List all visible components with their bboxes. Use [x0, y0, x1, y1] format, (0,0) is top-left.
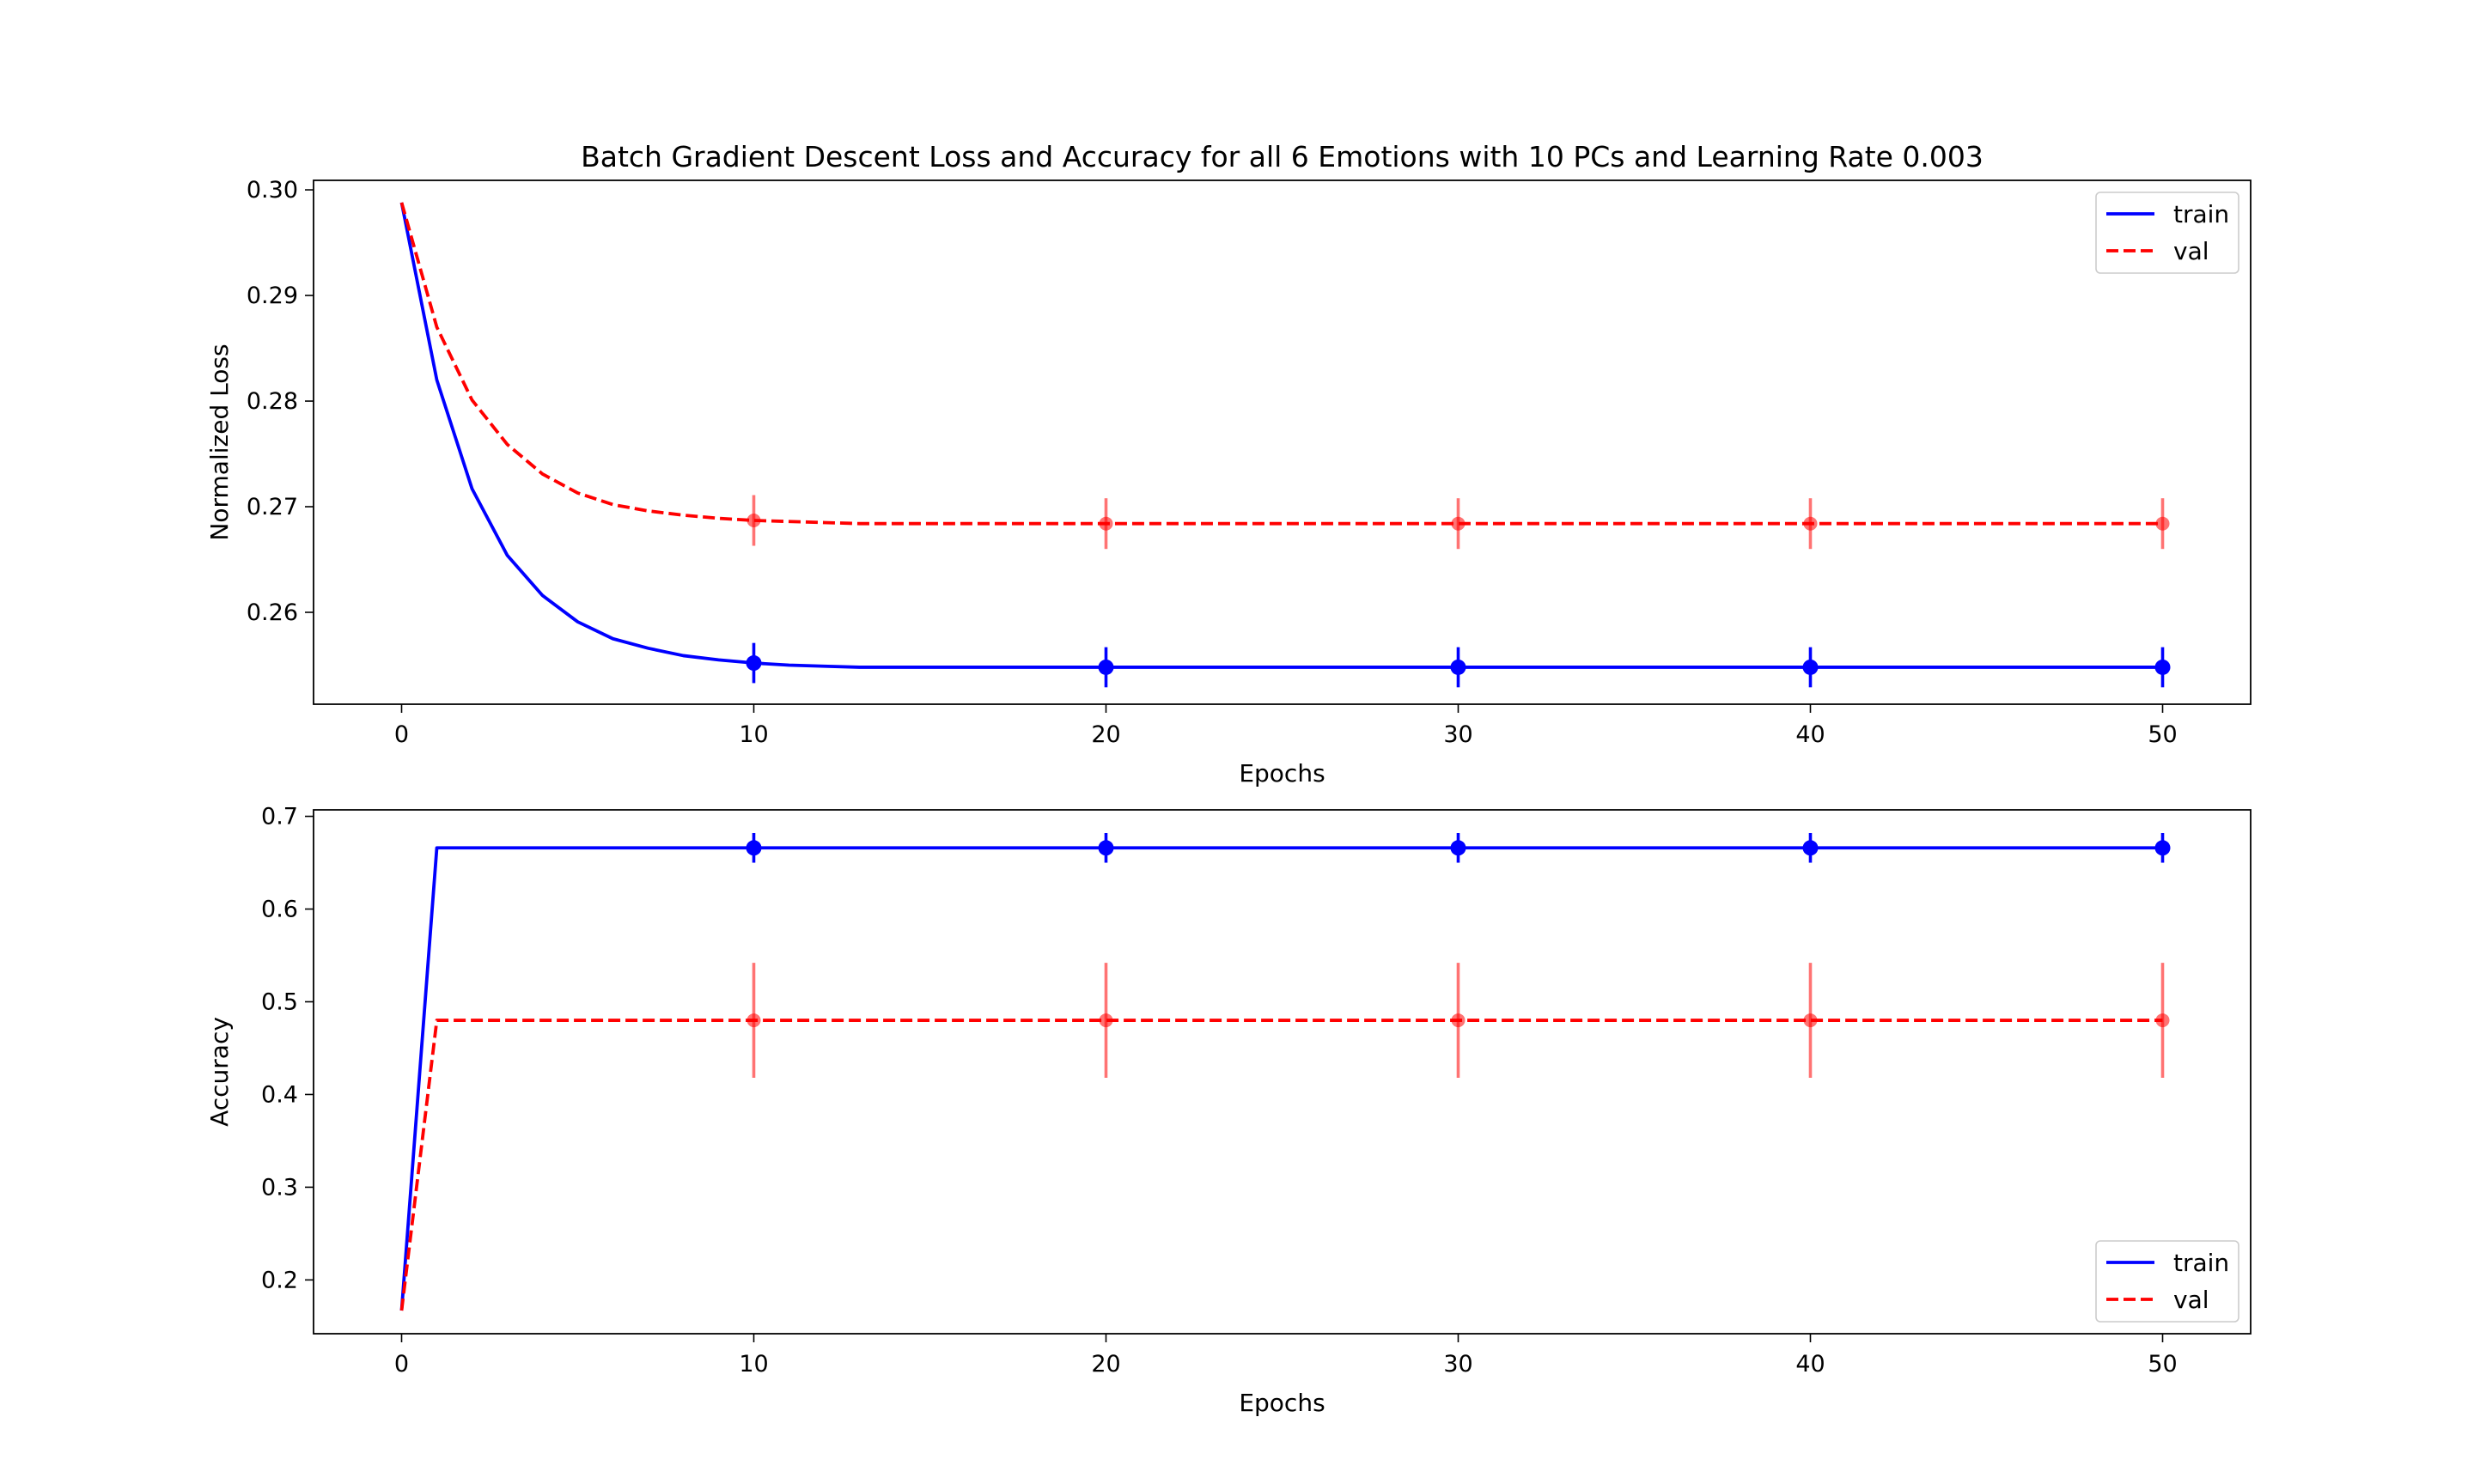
point-marker-val: [746, 514, 761, 528]
x-tick-label: 30: [1443, 721, 1472, 748]
x-tick-label: 0: [394, 721, 409, 748]
y-tick-label: 0.6: [261, 897, 298, 923]
legend: train val: [2095, 1240, 2239, 1323]
y-axis-label: Normalized Loss: [205, 344, 234, 540]
subplot-1: 0 10 20 30 40 50 0.26 0.27 0.28 0.29 0.30 Epochs Nor…: [205, 140, 2252, 788]
x-tick-label: 20: [1091, 721, 1120, 748]
x-tick-label: 50: [2148, 1351, 2177, 1378]
point-marker-train: [746, 840, 762, 856]
point-marker-train: [2154, 840, 2171, 856]
point-marker-val: [1099, 516, 1113, 531]
y-axis-label: Accuracy: [205, 1017, 234, 1127]
axes-frame: [313, 179, 2252, 705]
y-tick-label: 0.3: [261, 1174, 298, 1201]
point-marker-train: [2154, 659, 2171, 675]
point-marker-val: [2155, 516, 2170, 531]
y-tick-label: 0.5: [261, 988, 298, 1015]
x-tick-label: 40: [1795, 1351, 1825, 1378]
legend-label-val: val: [2173, 237, 2209, 265]
series-line-val: [399, 202, 2163, 526]
y-tick-label: 0.28: [247, 388, 298, 415]
point-marker-val: [1099, 1013, 1113, 1028]
point-marker-val: [1803, 1013, 1818, 1028]
point-marker-val: [2155, 1013, 2170, 1028]
y-tick-label: 0.30: [247, 177, 298, 204]
x-tick-label: 40: [1795, 721, 1825, 748]
series-line-val: [399, 1019, 2163, 1311]
x-tick-label: 20: [1091, 1351, 1120, 1378]
y-tick-label: 0.26: [247, 599, 298, 626]
point-marker-train: [1450, 659, 1466, 675]
series-line-train: [399, 202, 2163, 669]
series-line-train: [399, 846, 2163, 1311]
point-marker-train: [1098, 659, 1114, 675]
x-axis-label: Epochs: [1239, 759, 1325, 788]
point-marker-train: [1802, 840, 1819, 856]
x-tick-label: 30: [1443, 1351, 1472, 1378]
point-marker-train: [1450, 840, 1466, 856]
y-tick-label: 0.2: [261, 1267, 298, 1293]
legend-label-train: train: [2173, 1249, 2229, 1277]
x-axis-label: Epochs: [1239, 1389, 1325, 1417]
point-marker-train: [1098, 840, 1114, 856]
point-marker-val: [1451, 516, 1466, 531]
point-marker-val: [1451, 1013, 1466, 1028]
x-tick-label: 0: [394, 1351, 409, 1378]
point-marker-val: [1803, 516, 1818, 531]
x-tick-label: 10: [739, 1351, 768, 1378]
subplot-2: 0 10 20 30 40 50 0.2 0.3 0.4 0.5 0.6 0.7 Epochs Accur…: [205, 804, 2252, 1417]
axes-frame: [313, 809, 2252, 1335]
x-tick-label: 10: [739, 721, 768, 748]
point-marker-train: [746, 655, 762, 672]
point-marker-train: [1802, 659, 1819, 675]
legend-label-val: val: [2173, 1286, 2209, 1314]
y-tick-label: 0.27: [247, 494, 298, 520]
legend-label-train: train: [2173, 200, 2229, 228]
y-tick-label: 0.4: [261, 1081, 298, 1108]
x-tick-label: 50: [2148, 721, 2177, 748]
y-tick-label: 0.7: [261, 804, 298, 830]
chart-title: Batch Gradient Descent Loss and Accuracy…: [581, 140, 1983, 173]
point-marker-val: [746, 1013, 761, 1028]
y-tick-label: 0.29: [247, 283, 298, 309]
legend: train val: [2095, 192, 2239, 274]
